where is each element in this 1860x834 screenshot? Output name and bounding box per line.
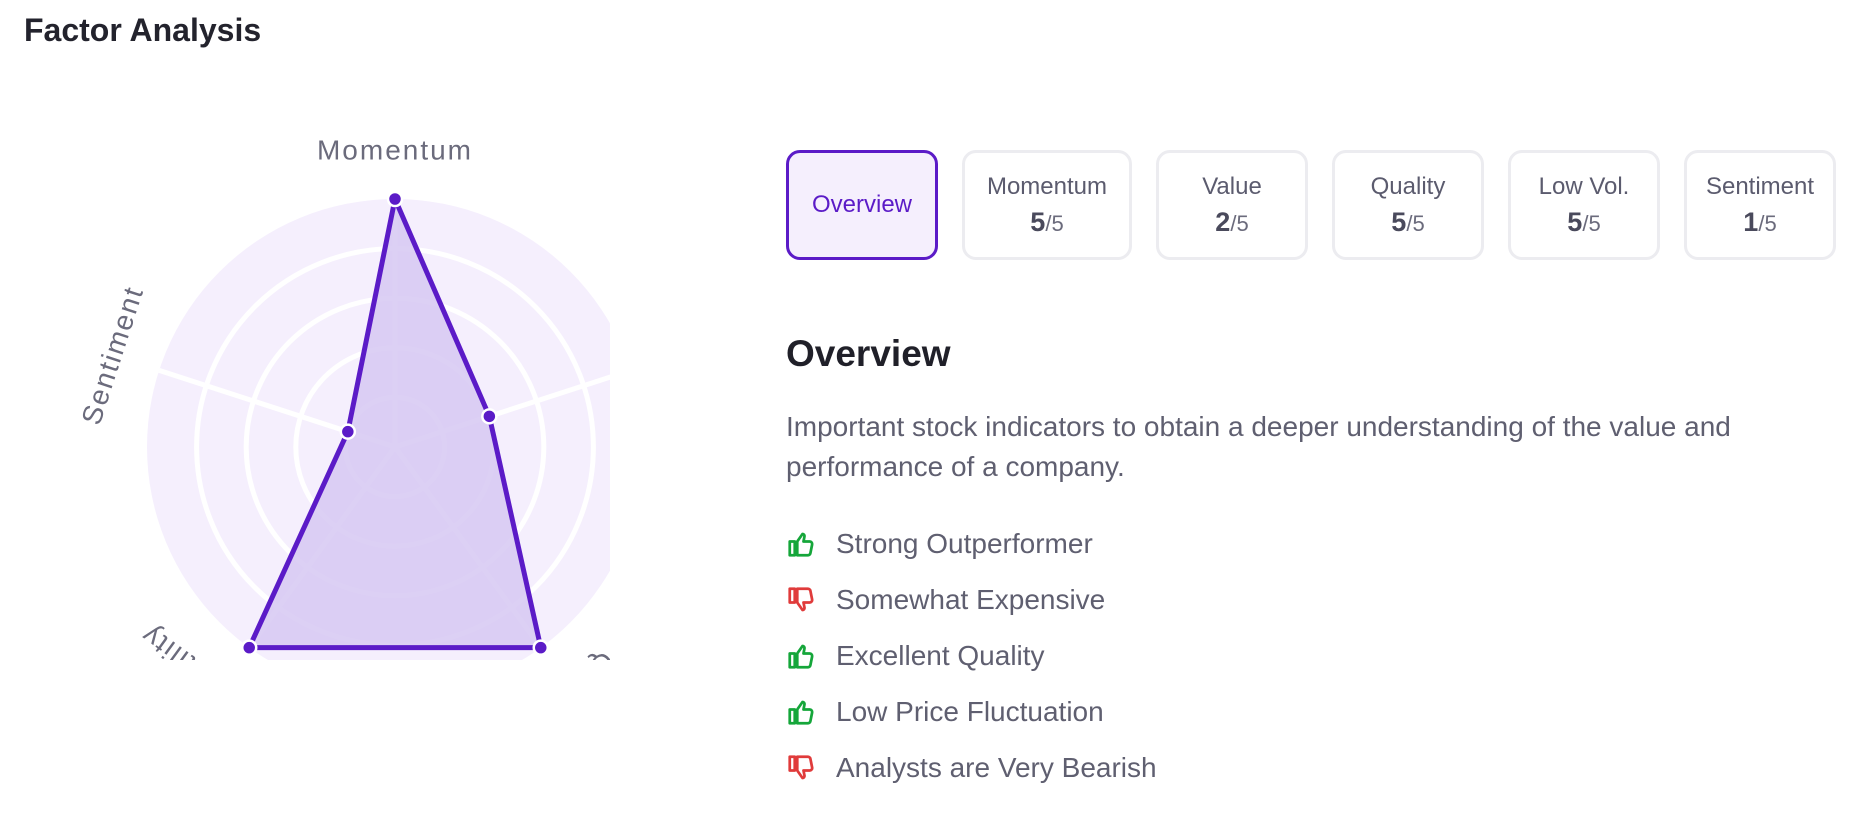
indicator-list: Strong Outperformer Somewhat Expensive E… <box>786 516 1157 796</box>
radar-axis-label: Momentum <box>317 134 473 165</box>
tab-score: 1/5 <box>1743 206 1777 237</box>
tab-label: Momentum <box>986 172 1108 200</box>
tab-label: Overview <box>811 191 913 218</box>
thumbs-down-icon <box>788 755 814 780</box>
section-description: Important stock indicators to obtain a d… <box>786 411 1731 482</box>
tab-quality[interactable]: Quality 5/5 <box>1332 150 1484 260</box>
list-item: Excellent Quality <box>786 628 1157 684</box>
tab-overview[interactable]: Overview <box>786 150 938 260</box>
tab-sentiment[interactable]: Sentiment 1/5 <box>1684 150 1836 260</box>
radar-data-point <box>532 639 550 656</box>
tab-score: 5/5 <box>1567 206 1601 237</box>
radar-data-point <box>386 190 404 208</box>
tab-label: Value <box>1202 172 1262 200</box>
page-title: Factor Analysis <box>24 12 262 48</box>
factor-tabs: Overview Momentum 5/5 Value 2/5 Quality … <box>786 150 1836 260</box>
tab-score: 2/5 <box>1215 206 1249 237</box>
indicator-text: Somewhat Expensive <box>836 584 1106 615</box>
indicator-text: Excellent Quality <box>836 640 1045 671</box>
indicator-text: Analysts are Very Bearish <box>836 752 1157 783</box>
thumbs-up-icon <box>788 644 814 669</box>
tab-momentum[interactable]: Momentum 5/5 <box>962 150 1132 260</box>
radar-series-area <box>246 196 544 651</box>
tab-score: 5/5 <box>1030 206 1064 237</box>
tab-label: Low Vol. <box>1538 172 1630 200</box>
list-item: Low Price Fluctuation <box>786 684 1157 740</box>
radar-data-point <box>240 639 258 656</box>
radar-axis-label: Sentiment <box>75 282 149 429</box>
indicator-text: Strong Outperformer <box>836 528 1093 559</box>
radar-data-point <box>339 423 357 440</box>
thumbs-up-icon <box>788 532 814 557</box>
thumbs-down-icon <box>788 587 814 612</box>
tab-low-vol[interactable]: Low Vol. 5/5 <box>1508 150 1660 260</box>
radar-data-point <box>481 408 498 425</box>
list-item: Strong Outperformer <box>786 516 1157 572</box>
tab-value[interactable]: Value 2/5 <box>1156 150 1308 260</box>
radar-chart: MomentumValueQualityLow VolatilitySentim… <box>75 134 610 660</box>
thumbs-up-icon <box>788 700 814 725</box>
indicator-text: Low Price Fluctuation <box>836 696 1104 727</box>
tab-label: Quality <box>1370 172 1446 200</box>
tab-label: Sentiment <box>1705 172 1815 200</box>
tab-score: 5/5 <box>1391 206 1425 237</box>
list-item: Somewhat Expensive <box>786 572 1157 628</box>
section-title: Overview <box>786 333 951 374</box>
list-item: Analysts are Very Bearish <box>786 740 1157 796</box>
